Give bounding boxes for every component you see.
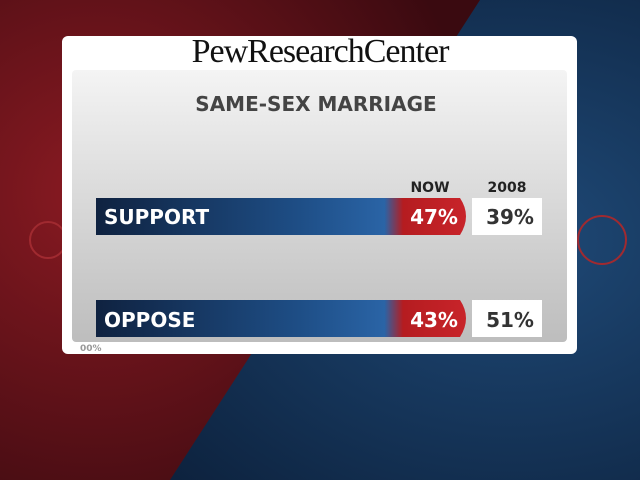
column-header: NOW <box>410 180 449 196</box>
graphic-title: SAME-SEX MARRIAGE <box>195 92 436 116</box>
column-header: 2008 <box>488 180 527 196</box>
prior-box <box>472 300 542 337</box>
row-label: SUPPORT <box>104 205 209 229</box>
row-bar <box>96 198 466 235</box>
prior-value: 39% <box>486 205 534 229</box>
now-value: 47% <box>410 205 458 229</box>
row-label: OPPOSE <box>104 308 195 332</box>
footer-text: 00% <box>80 344 102 354</box>
row: SUPPORT 47% 39% <box>96 198 542 235</box>
prior-box <box>472 198 542 235</box>
row-bar <box>96 300 466 337</box>
logo: PewResearchCenter <box>192 33 450 70</box>
row: OPPOSE 43% 51% <box>96 300 542 337</box>
decor-circle <box>577 215 627 265</box>
now-value: 43% <box>410 308 458 332</box>
prior-value: 51% <box>486 308 534 332</box>
